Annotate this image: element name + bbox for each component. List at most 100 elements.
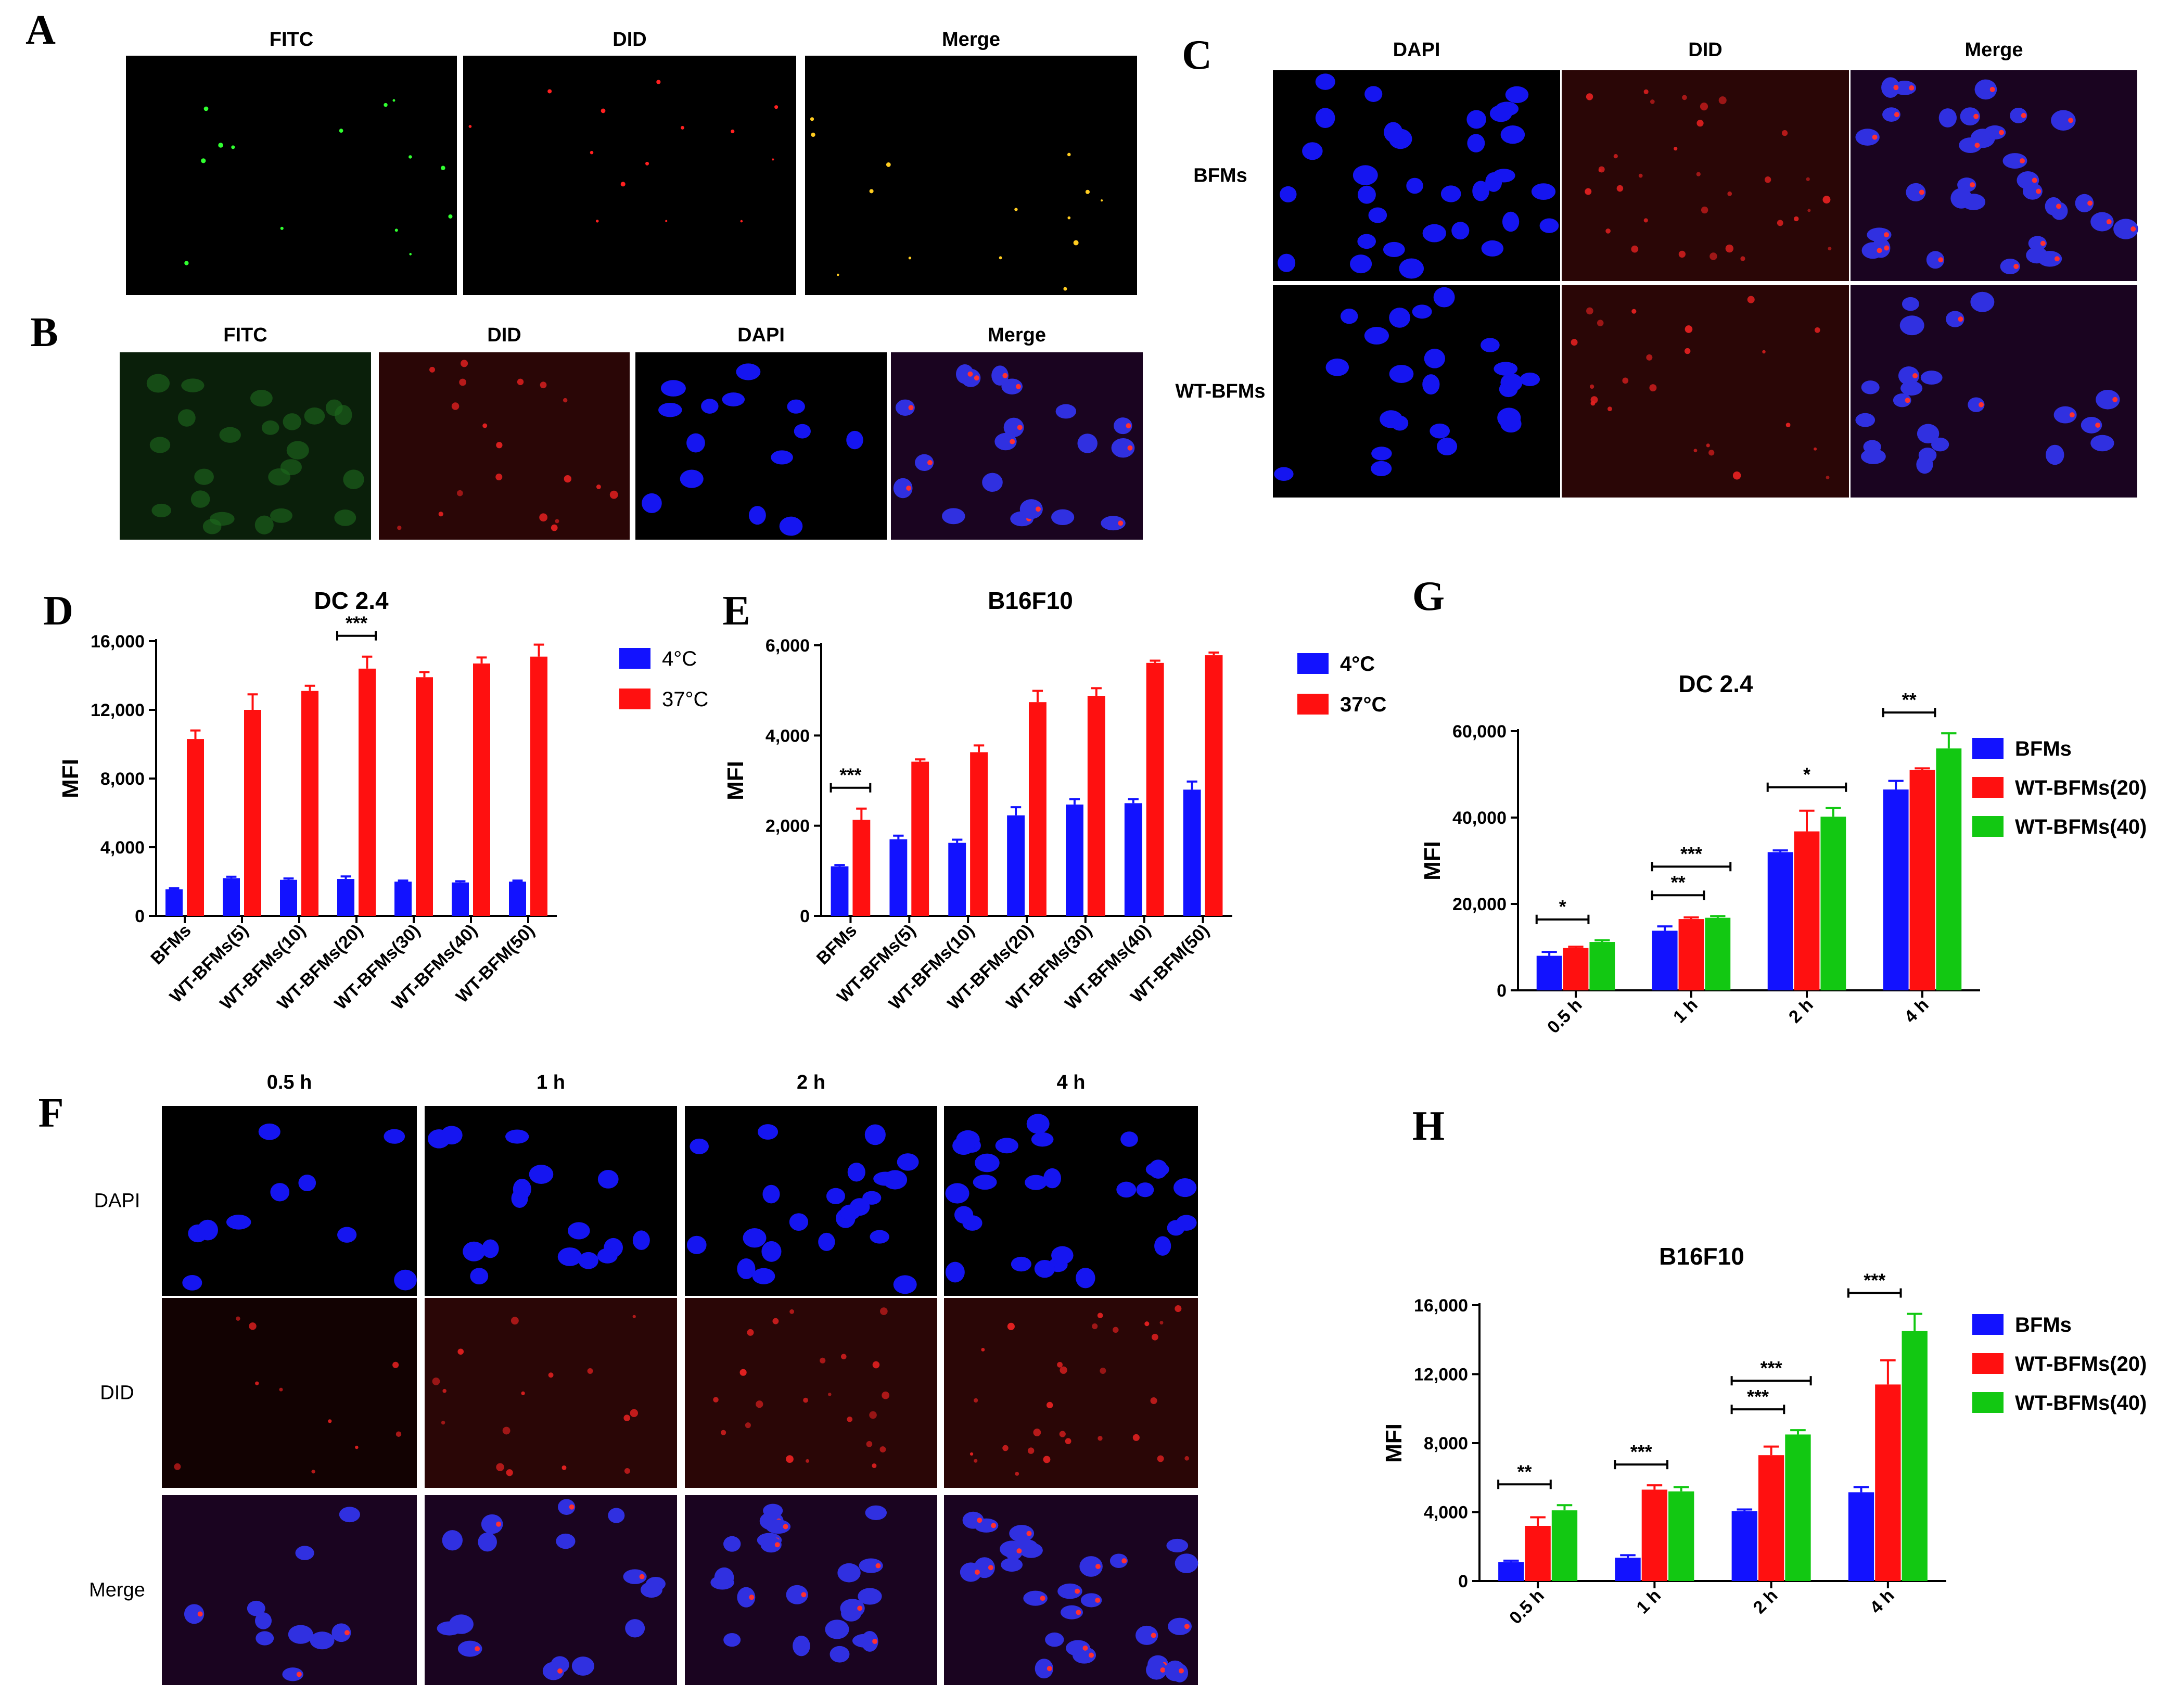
did-spot bbox=[1597, 320, 1604, 326]
panelF-image-r2c4-bg bbox=[944, 1298, 1198, 1488]
bar bbox=[1767, 852, 1793, 990]
merge-nucleus bbox=[893, 478, 913, 499]
merge-nucleus bbox=[991, 365, 1009, 386]
did-spot bbox=[1097, 1312, 1103, 1319]
particle bbox=[201, 158, 206, 163]
did-spot bbox=[1732, 471, 1741, 480]
did-spot bbox=[255, 1381, 259, 1385]
panelB-column-title: FITC bbox=[223, 324, 267, 346]
nucleus bbox=[1280, 186, 1297, 202]
merge-nucleus bbox=[2028, 236, 2047, 251]
merge-nucleus bbox=[1001, 1558, 1023, 1572]
legend-entry: WT-BFMs(40) bbox=[2015, 1392, 2147, 1414]
y-tick-label: 16,000 bbox=[1414, 1296, 1468, 1316]
did-spot bbox=[461, 360, 468, 367]
fitc-cell bbox=[177, 409, 196, 427]
merge-nucleus bbox=[288, 1625, 313, 1644]
merge-spot bbox=[1036, 506, 1041, 512]
y-tick-label: 16,000 bbox=[91, 632, 145, 652]
merge-nucleus bbox=[1926, 251, 1945, 269]
did-spot bbox=[1631, 245, 1639, 253]
fitc-cell bbox=[254, 515, 274, 534]
merge-nucleus bbox=[1899, 315, 1924, 336]
merge-nucleus bbox=[640, 1582, 662, 1598]
did-spot bbox=[1777, 220, 1783, 226]
panelA-image-1 bbox=[126, 56, 457, 295]
merge-nucleus bbox=[1893, 393, 1911, 407]
merge-spot bbox=[2112, 397, 2118, 402]
merge-nucleus bbox=[1004, 1541, 1023, 1560]
bar bbox=[1758, 1455, 1784, 1581]
merge-nucleus bbox=[2051, 110, 2076, 131]
nucleus bbox=[394, 1269, 417, 1291]
did-spot bbox=[1794, 216, 1799, 222]
did-spot bbox=[879, 1307, 888, 1315]
fitc-cell bbox=[283, 413, 301, 430]
chart-D: DC 2.404,0008,00012,00016,000MFIBFMsWT-B… bbox=[58, 587, 708, 1014]
panel-letter-D: D bbox=[43, 588, 73, 634]
fitc-cell bbox=[325, 399, 343, 416]
did-spot bbox=[1814, 327, 1820, 333]
legend-swatch bbox=[619, 689, 650, 709]
particle bbox=[681, 125, 684, 130]
significance-label: *** bbox=[1747, 1386, 1769, 1407]
panelF-image-r3c1 bbox=[162, 1495, 417, 1685]
nucleus bbox=[529, 1165, 554, 1184]
nucleus bbox=[1500, 373, 1523, 392]
nucleus bbox=[1368, 207, 1387, 223]
did-spot bbox=[1092, 1323, 1098, 1330]
merge-spot bbox=[1989, 86, 1995, 92]
merge-nucleus bbox=[310, 1631, 335, 1650]
significance-label: * bbox=[1803, 764, 1810, 785]
did-spot bbox=[1725, 244, 1734, 253]
legend-swatch bbox=[1972, 816, 2004, 837]
nucleus bbox=[182, 1274, 202, 1291]
did-spot bbox=[1027, 1447, 1035, 1454]
nucleus bbox=[893, 1275, 917, 1294]
panelC-image-r1c3-bg bbox=[1851, 70, 2137, 281]
merge-nucleus bbox=[184, 1604, 205, 1624]
nucleus bbox=[1051, 1246, 1074, 1265]
nucleus bbox=[428, 1129, 451, 1149]
panelF-image-r1c1 bbox=[162, 1106, 417, 1296]
merge-spot bbox=[974, 1569, 980, 1575]
nucleus bbox=[1357, 185, 1376, 204]
did-spot bbox=[1826, 476, 1830, 479]
did-spot bbox=[1814, 447, 1817, 451]
nucleus bbox=[505, 1129, 529, 1144]
did-spot bbox=[1152, 1333, 1158, 1341]
did-spot bbox=[1098, 1436, 1103, 1441]
bar bbox=[831, 866, 849, 916]
chart-E: B16F1002,0004,0006,000MFIBFMsWT-BFMs(5)W… bbox=[723, 587, 1386, 1014]
merge-spot bbox=[2032, 177, 2037, 183]
nucleus bbox=[1011, 1256, 1031, 1272]
bar bbox=[1183, 789, 1201, 916]
merge-spot bbox=[1016, 1548, 1022, 1554]
merge-nucleus bbox=[1906, 183, 1926, 201]
nucleus bbox=[1350, 254, 1372, 274]
panelA-image-1-bg2 bbox=[126, 56, 457, 295]
did-spot bbox=[1709, 252, 1717, 260]
nucleus bbox=[686, 1235, 707, 1254]
bar bbox=[337, 879, 354, 916]
fitc-cell bbox=[194, 468, 214, 485]
bar bbox=[473, 663, 490, 916]
merge-spot bbox=[1015, 384, 1021, 389]
x-tick-label: 2 h bbox=[1785, 995, 1817, 1027]
bar bbox=[1875, 1384, 1901, 1581]
did-spot bbox=[632, 1315, 636, 1319]
bar bbox=[1146, 662, 1164, 916]
bar bbox=[1936, 748, 1962, 990]
did-spot bbox=[392, 1361, 399, 1368]
bar bbox=[1029, 702, 1047, 916]
nucleus bbox=[660, 380, 686, 397]
nucleus bbox=[826, 1188, 845, 1204]
merge-spot bbox=[1884, 232, 1890, 238]
merge-spot bbox=[1121, 1558, 1127, 1564]
nucleus bbox=[1154, 1236, 1171, 1256]
merge-spot bbox=[1973, 113, 1979, 119]
did-spot bbox=[872, 1361, 880, 1369]
merge-spot bbox=[2056, 203, 2062, 209]
did-spot bbox=[1113, 1327, 1119, 1333]
panelB-column-title: DID bbox=[487, 324, 521, 346]
